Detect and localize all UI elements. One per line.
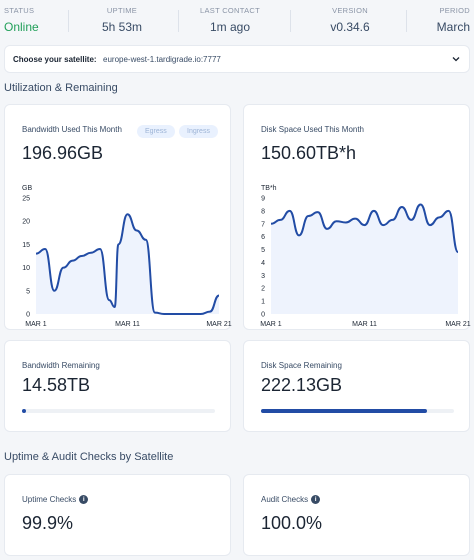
status-value: Online [4,20,39,34]
info-icon[interactable]: i [311,495,321,505]
uptime-checks-card: Uptime Checks i 99.9% [4,474,231,556]
y-tick-label: 1 [261,299,265,306]
disk-used-value: 150.60TB*h [261,143,357,163]
uptime-label: UPTIME [106,6,138,15]
y-tick-label: 9 [261,196,265,203]
satellite-selector-label: Choose your satellite: [13,55,97,64]
status-item: STATUS Online [4,6,39,34]
chart-area-fill [36,214,219,314]
y-tick-label: 10 [22,265,30,272]
version-value: v0.34.6 [330,20,370,34]
disk-chart: 0 1 2 3 4 5 6 7 8 9 MAR 1 MAR 11 MAR 21 [260,196,470,329]
chart-series-line [35,213,220,315]
divider [290,10,291,32]
disk-used-title: Disk Space Used This Month [261,125,365,134]
ingress-toggle[interactable]: Ingress [179,125,218,138]
section-title-uptime: Uptime & Audit Checks by Satellite [4,451,174,463]
status-label: STATUS [4,6,35,15]
bandwidth-remaining-card: Bandwidth Remaining 14.58TB [4,340,231,432]
y-tick-label: 25 [22,196,30,203]
status-bar: STATUS Online UPTIME 5h 53m LAST CONTACT… [0,0,474,40]
disk-remaining-value: 222.13GB [261,375,343,395]
period-value[interactable]: March [436,20,470,34]
uptime-item: UPTIME 5h 53m [92,6,152,34]
uptime-checks-value: 99.9% [22,513,74,533]
y-tick-label: 2 [261,286,265,293]
uptime-value: 5h 53m [101,20,143,34]
y-axis-unit: GB [22,185,33,192]
bandwidth-used-card: Bandwidth Used This Month Egress Ingress… [4,104,232,330]
info-icon[interactable]: i [79,495,89,505]
divider [406,10,407,32]
bandwidth-remaining-value: 14.58TB [22,375,91,395]
egress-toggle[interactable]: Egress [137,125,175,138]
x-tick-label: MAR 11 [115,321,140,328]
bandwidth-remaining-bar [22,409,215,413]
y-tick-label: 6 [261,234,265,241]
audit-checks-value: 100.0% [261,513,323,533]
satellite-selector-value[interactable]: europe-west-1.tardigrade.io:7777 [103,55,221,64]
y-tick-label: 7 [261,221,265,228]
disk-remaining-bar [261,409,454,413]
y-tick-label: 20 [22,219,30,226]
disk-remaining-bar-fill [261,409,427,413]
y-tick-label: 8 [261,208,265,215]
bandwidth-remaining-bar-fill [22,409,26,413]
version-label: VERSION [332,6,368,15]
y-tick-label: 4 [261,260,265,267]
uptime-checks-title: Uptime Checks i [22,495,89,505]
bandwidth-used-value: 196.96GB [22,143,104,163]
bandwidth-chart: 0 5 10 15 20 25 MAR 1 MAR 11 MAR 21 [22,196,232,329]
audit-checks-label: Audit Checks [261,495,309,504]
divider [68,10,69,32]
x-tick-label: MAR 11 [352,321,377,328]
bandwidth-remaining-title: Bandwidth Remaining [22,361,100,370]
last-contact-item: LAST CONTACT 1m ago [195,6,265,34]
last-contact-label: LAST CONTACT [200,6,260,15]
satellite-selector[interactable]: Choose your satellite: europe-west-1.tar… [4,45,470,73]
uptime-checks-label: Uptime Checks [22,495,77,504]
y-tick-label: 5 [26,288,30,295]
audit-checks-title: Audit Checks i [261,495,321,505]
disk-used-card: Disk Space Used This Month 150.60TB*h TB… [243,104,471,330]
x-tick-label: MAR 21 [445,321,470,328]
x-tick-label: MAR 1 [260,321,282,328]
bandwidth-used-title: Bandwidth Used This Month [22,125,122,134]
audit-checks-card: Audit Checks i 100.0% [243,474,470,556]
chart-series-line [270,203,459,254]
y-tick-label: 5 [261,247,265,254]
x-tick-label: MAR 21 [206,321,231,328]
divider [178,10,179,32]
y-tick-label: 15 [22,242,30,249]
period-item[interactable]: PERIOD March [420,6,470,34]
y-tick-label: 0 [261,312,265,319]
section-title-utilization: Utilization & Remaining [4,82,118,94]
disk-remaining-title: Disk Space Remaining [261,361,342,370]
y-tick-label: 3 [261,273,265,280]
x-tick-label: MAR 1 [25,321,47,328]
chevron-down-icon[interactable] [451,54,461,64]
disk-remaining-card: Disk Space Remaining 222.13GB [243,340,470,432]
version-item: VERSION v0.34.6 [315,6,385,34]
last-contact-value: 1m ago [209,20,251,34]
chart-area-fill [271,204,458,314]
y-axis-unit: TB*h [261,185,277,192]
y-tick-label: 0 [26,312,30,319]
period-label: PERIOD [439,6,470,15]
